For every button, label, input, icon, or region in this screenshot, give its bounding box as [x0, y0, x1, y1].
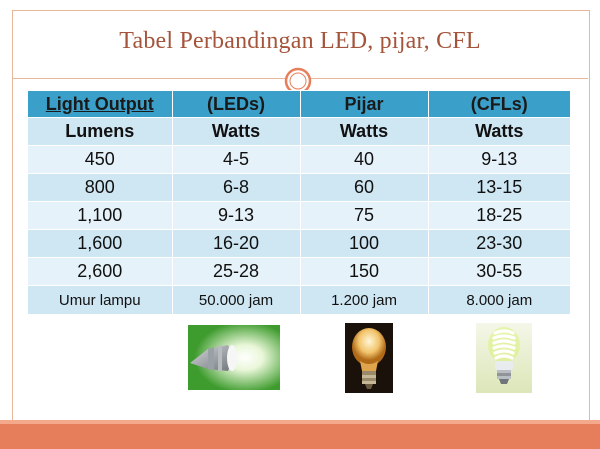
table-cell: 16-20 [172, 229, 301, 258]
cfl-bulb-icon [476, 323, 532, 393]
subheader-watts-led: Watts [172, 117, 301, 146]
header-cfls: (CFLs) [428, 90, 570, 118]
table-row: 450 4-5 40 9-13 [28, 145, 570, 174]
table-cell: 1.200 jam [300, 285, 429, 314]
incandescent-bulb-icon [345, 323, 393, 393]
table-cell: 25-28 [172, 257, 301, 286]
table-cell: 18-25 [428, 201, 570, 230]
table-cell: 13-15 [428, 173, 570, 202]
table-cell: 50.000 jam [172, 285, 301, 314]
table-cell: 9-13 [428, 145, 570, 174]
table-cell: 8.000 jam [428, 285, 570, 314]
table-cell: 60 [300, 173, 429, 202]
table-subheader-row: Lumens Watts Watts Watts [28, 117, 570, 146]
table-cell: Umur lampu [28, 285, 173, 314]
table-cell: 9-13 [172, 201, 301, 230]
table-cell: 100 [300, 229, 429, 258]
footer-accent-bar [0, 420, 600, 449]
table-cell: 1,600 [28, 229, 173, 258]
table-cell: 2,600 [28, 257, 173, 286]
table-cell: 800 [28, 173, 173, 202]
table-cell: 40 [300, 145, 429, 174]
table-header-row: Light Output (LEDs) Pijar (CFLs) [28, 90, 570, 118]
slide-title: Tabel Perbandingan LED, pijar, CFL [119, 28, 481, 54]
header-light-output: Light Output [28, 90, 173, 118]
subheader-watts-cfl: Watts [428, 117, 570, 146]
footer-accent-highlight [0, 420, 600, 424]
table-cell: 150 [300, 257, 429, 286]
table-row-lifespan: Umur lampu 50.000 jam 1.200 jam 8.000 ja… [28, 285, 570, 314]
subheader-lumens: Lumens [28, 117, 173, 146]
table-cell: 6-8 [172, 173, 301, 202]
table-row: 800 6-8 60 13-15 [28, 173, 570, 202]
table-row: 2,600 25-28 150 30-55 [28, 257, 570, 286]
table-row: 1,600 16-20 100 23-30 [28, 229, 570, 258]
subheader-watts-pijar: Watts [300, 117, 429, 146]
table-cell: 4-5 [172, 145, 301, 174]
led-bulb-icon [188, 325, 280, 390]
table-cell: 1,100 [28, 201, 173, 230]
table-cell: 75 [300, 201, 429, 230]
header-pijar: Pijar [300, 90, 429, 118]
title-frame [12, 10, 590, 79]
table-cell: 23-30 [428, 229, 570, 258]
table-cell: 450 [28, 145, 173, 174]
header-leds: (LEDs) [172, 90, 301, 118]
comparison-table: Light Output (LEDs) Pijar (CFLs) Lumens … [28, 90, 570, 314]
table-cell: 30-55 [428, 257, 570, 286]
table-row: 1,100 9-13 75 18-25 [28, 201, 570, 230]
